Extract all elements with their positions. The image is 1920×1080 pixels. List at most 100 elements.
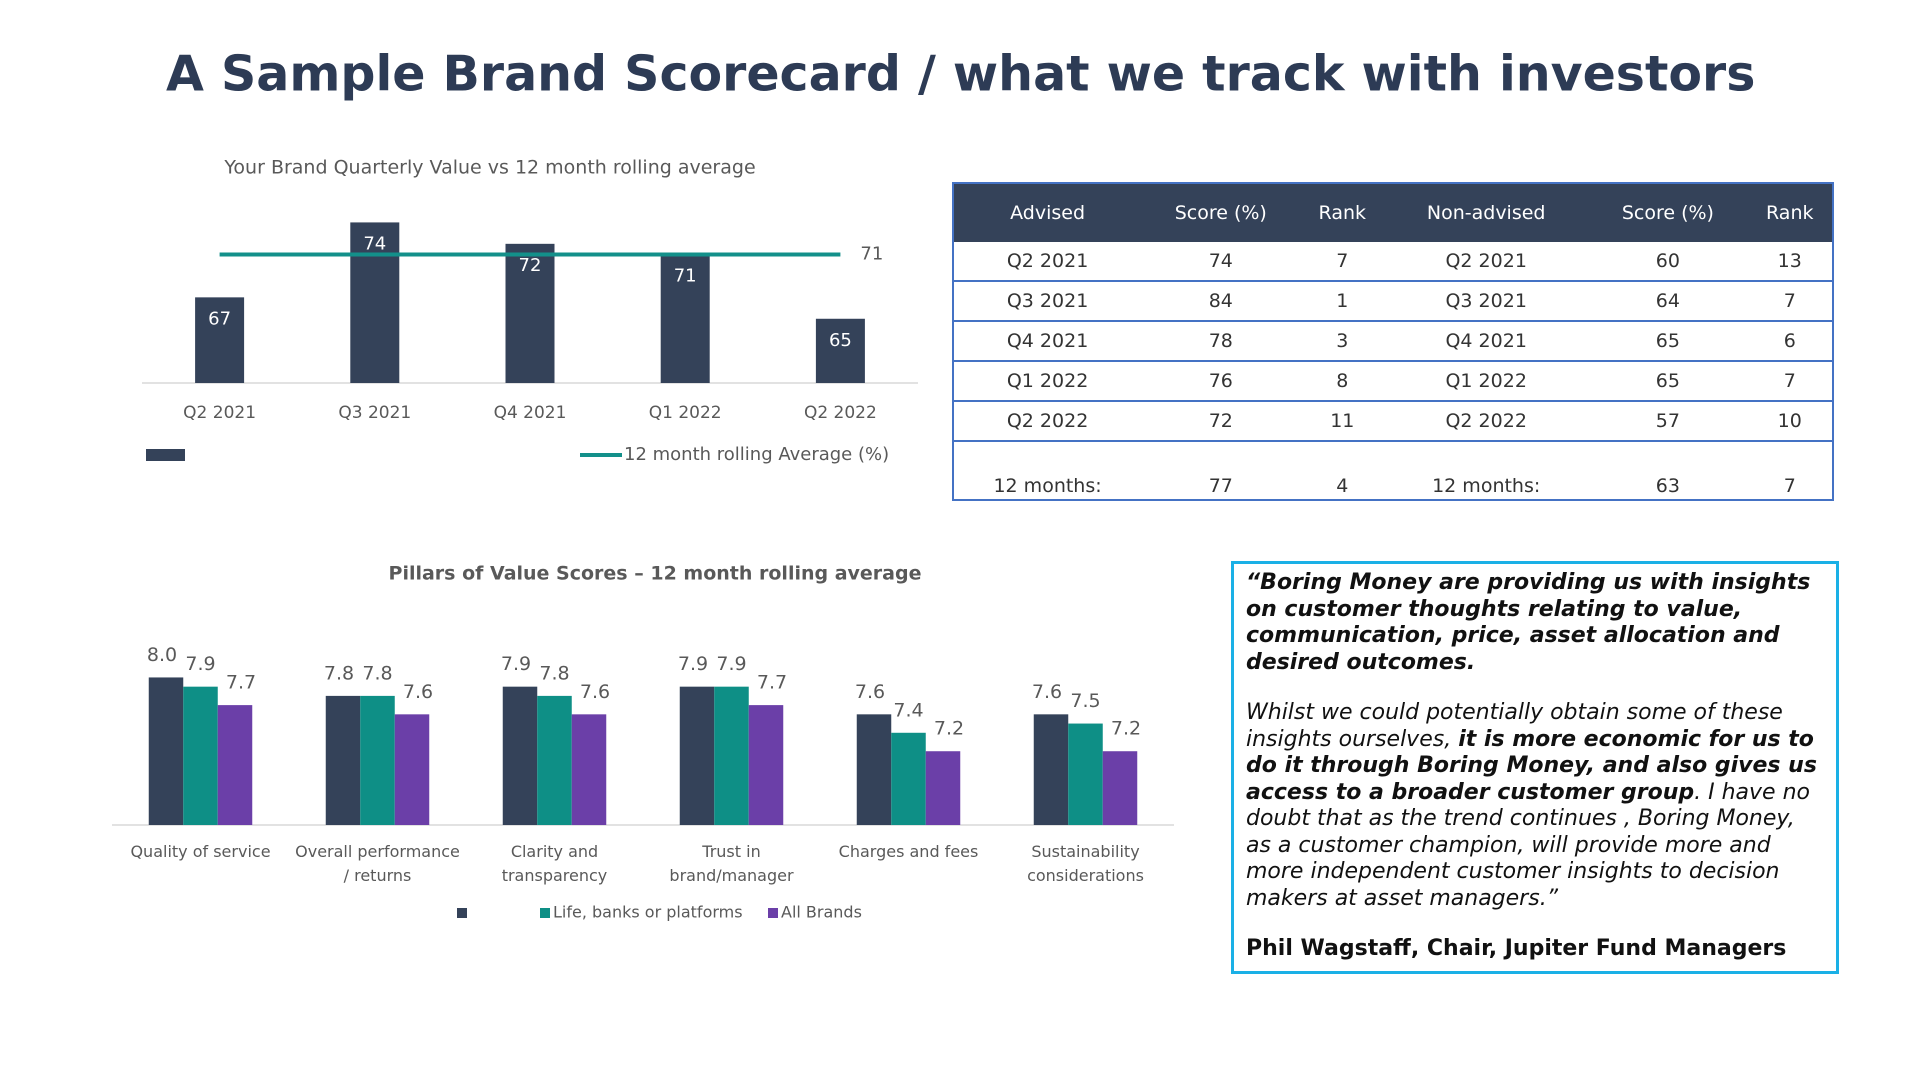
table-cell: 7 (1747, 361, 1833, 402)
bar (217, 705, 253, 825)
table-cell: 10 (1747, 401, 1833, 442)
table-row: Q2 2021 74 7 Q2 2021 60 13 (953, 242, 1833, 282)
bar (394, 714, 430, 825)
legend-swatch (768, 908, 778, 918)
bar (1033, 714, 1069, 825)
table-cell: Q3 2021 (953, 281, 1142, 322)
data-label: 7.9 (185, 653, 215, 675)
table-cell: Q1 2022 (1384, 361, 1589, 402)
bar (1102, 751, 1138, 825)
table-row: Q1 2022 76 8 Q1 2022 65 7 (953, 361, 1833, 402)
data-label: 7.7 (757, 672, 787, 694)
quote-segment: it is more economic for us to do it thro… (1246, 726, 1817, 805)
x-tick-label: Q3 2021 (338, 403, 411, 423)
table-cell: 6 (1747, 321, 1833, 362)
table-cell: Q4 2021 (1384, 321, 1589, 362)
x-tick-label: Sustainability considerations (1027, 842, 1144, 885)
quote-lead: “Boring Money are providing us with insi… (1246, 570, 1811, 675)
table-cell: Q2 2021 (1384, 242, 1589, 282)
data-label: 7.8 (362, 662, 392, 684)
table-cell: 1 (1300, 281, 1385, 322)
table-header: Advised Score (%) Rank Non-advised Score (%)… (953, 183, 1833, 242)
chart-title: Pillars of Value Scores – 12 month rolli… (389, 563, 922, 585)
quote-segment: Whilst we could potentially obtain some … (1246, 700, 1783, 752)
table-cell: 8 (1300, 361, 1385, 402)
bar (679, 686, 715, 825)
table-cell: Q4 2021 (953, 321, 1142, 362)
table-cell: 65 (1588, 361, 1748, 402)
data-label: 7.9 (716, 653, 746, 675)
data-label: 7.9 (678, 653, 708, 675)
score-table: Advised Score (%) Rank Non-advised Score (%)… (952, 182, 1834, 501)
table-cell: 12 months: (993, 475, 1102, 497)
table-cell: 74 (1141, 242, 1301, 282)
bar (325, 695, 361, 825)
bar (502, 686, 538, 825)
table-header-cell: Score (%) (1588, 183, 1748, 242)
legend-label: Life, banks or platforms (553, 903, 743, 922)
table-cell: 78 (1141, 321, 1301, 362)
quote-box: “Boring Money are providing us with insi… (1231, 561, 1839, 974)
x-tick-label: Overall performance / returns (295, 842, 460, 885)
data-label: 67 (208, 308, 231, 329)
table-header-cell: Rank (1747, 183, 1833, 242)
table-cell: 84 (1141, 281, 1301, 322)
data-label: 7.6 (1032, 681, 1062, 703)
data-label: 7.8 (324, 662, 354, 684)
table-cell: 4 (1336, 475, 1349, 497)
table-header-cell: Score (%) (1141, 183, 1301, 242)
data-label: 7.9 (501, 653, 531, 675)
data-label: 72 (519, 255, 542, 276)
bar (195, 297, 245, 383)
data-label: 7.6 (580, 681, 610, 703)
bar (714, 686, 749, 825)
data-label: 71 (860, 244, 883, 265)
legend-swatch (540, 908, 550, 918)
table-cell: 3 (1300, 321, 1385, 362)
bar (571, 714, 607, 825)
legend-swatch (457, 908, 467, 918)
data-label: 7.2 (1111, 718, 1141, 740)
table-cell: 11 (1300, 401, 1385, 442)
table-cell: 7 (1747, 281, 1833, 322)
data-label: 7.6 (855, 681, 885, 703)
quote-body: Whilst we could potentially obtain some … (1246, 700, 1824, 912)
data-label: 7.4 (893, 699, 923, 721)
bar (1068, 723, 1103, 825)
data-label: 65 (829, 330, 852, 351)
bar (856, 714, 892, 825)
bar (360, 695, 395, 825)
table-cell: 63 (1655, 475, 1680, 497)
table-header-cell: Advised (953, 183, 1142, 242)
bar (815, 318, 865, 383)
table-header-cell: Rank (1300, 183, 1385, 242)
table-cell: 57 (1588, 401, 1748, 442)
table-cell: 12 months: (1432, 475, 1541, 497)
table-cell: 76 (1141, 361, 1301, 402)
data-label: 71 (674, 266, 697, 287)
x-tick-label: Trust in brand/manager (669, 842, 794, 885)
bar (925, 751, 961, 825)
bar (505, 243, 555, 383)
x-tick-label: Q2 2021 (183, 403, 256, 423)
table-cell: Q2 2022 (1384, 401, 1589, 442)
bar (660, 254, 710, 383)
data-label: 74 (363, 233, 386, 254)
table-cell: 60 (1588, 242, 1748, 282)
chart-title: Your Brand Quarterly Value vs 12 month r… (223, 157, 755, 179)
bar (148, 677, 184, 825)
table-cell: Q2 2021 (953, 242, 1142, 282)
quote-segment: . I have no doubt that as the trend cont… (1246, 779, 1810, 911)
table-row: Q4 2021 78 3 Q4 2021 65 6 (953, 321, 1833, 362)
table-cell: 13 (1747, 242, 1833, 282)
x-tick-label: Q2 2022 (804, 403, 877, 423)
x-tick-label: Quality of service (130, 842, 271, 861)
table-cell: 64 (1588, 281, 1748, 322)
table-cell: 65 (1588, 321, 1748, 362)
table-header-cell: Non-advised (1384, 183, 1589, 242)
page-title: A Sample Brand Scorecard / what we track… (166, 46, 1755, 103)
table-cell: 7 (1300, 242, 1385, 282)
data-label: 7.5 (1070, 690, 1100, 712)
table-cell: Q1 2022 (953, 361, 1142, 402)
